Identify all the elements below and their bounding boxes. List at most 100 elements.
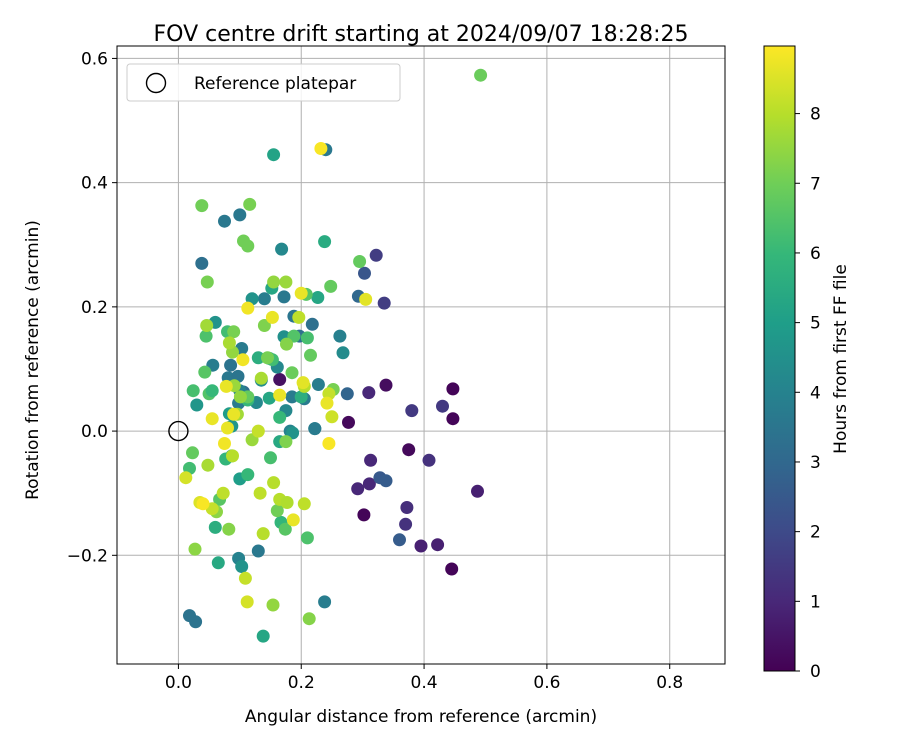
chart-title: FOV centre drift starting at 2024/09/07 … bbox=[154, 22, 689, 47]
data-point bbox=[224, 358, 238, 372]
data-point bbox=[377, 296, 391, 310]
data-point bbox=[267, 148, 281, 162]
data-point bbox=[200, 319, 214, 332]
data-point bbox=[226, 449, 239, 463]
data-point bbox=[253, 486, 267, 500]
data-point bbox=[325, 410, 339, 424]
data-point bbox=[393, 533, 406, 547]
data-point bbox=[399, 517, 413, 531]
x-tick-label: 0.2 bbox=[288, 673, 315, 693]
data-point bbox=[280, 337, 293, 351]
data-point bbox=[474, 68, 488, 82]
x-axis-ticks: 0.0 0.2 0.4 0.6 0.8 bbox=[165, 664, 683, 693]
data-point bbox=[195, 199, 209, 213]
data-point bbox=[256, 527, 270, 541]
data-point bbox=[262, 391, 276, 405]
legend: Reference platepar bbox=[126, 63, 401, 102]
data-point bbox=[278, 522, 292, 536]
data-point bbox=[264, 451, 277, 465]
colorbar-label: Hours from first FF file bbox=[831, 264, 851, 454]
data-point bbox=[308, 422, 322, 436]
y-axis-label: Rotation from reference (arcmin) bbox=[23, 220, 43, 500]
data-point bbox=[227, 407, 241, 421]
data-point bbox=[222, 336, 236, 350]
data-point bbox=[222, 522, 236, 536]
data-point bbox=[251, 351, 265, 365]
y-tick-label: 0.2 bbox=[81, 298, 108, 318]
data-point bbox=[431, 538, 445, 552]
data-point bbox=[300, 531, 314, 545]
data-point bbox=[436, 399, 449, 413]
data-point bbox=[219, 379, 233, 393]
data-point bbox=[336, 346, 350, 360]
data-point bbox=[318, 595, 332, 609]
data-point bbox=[318, 235, 332, 249]
y-tick-label: −0.2 bbox=[67, 546, 108, 566]
data-point bbox=[205, 412, 219, 426]
data-point bbox=[305, 317, 319, 331]
data-point bbox=[379, 378, 393, 392]
data-point bbox=[364, 453, 378, 467]
data-point bbox=[286, 513, 300, 527]
data-point bbox=[296, 376, 310, 390]
data-point bbox=[186, 384, 200, 398]
data-point bbox=[198, 365, 212, 379]
data-point bbox=[333, 329, 347, 343]
data-point bbox=[221, 421, 234, 435]
data-point bbox=[201, 458, 215, 472]
data-point bbox=[241, 468, 255, 482]
colorbar-tick-label: 2 bbox=[810, 523, 821, 543]
data-point bbox=[241, 239, 255, 253]
data-point bbox=[188, 542, 202, 556]
data-point bbox=[208, 520, 222, 534]
data-point bbox=[275, 242, 289, 256]
data-point bbox=[292, 310, 306, 324]
data-point bbox=[353, 255, 367, 268]
data-point bbox=[414, 539, 428, 553]
data-point bbox=[273, 373, 287, 386]
data-point bbox=[251, 544, 265, 558]
data-point bbox=[294, 390, 308, 404]
data-point bbox=[294, 286, 308, 300]
data-point bbox=[311, 378, 325, 391]
data-point bbox=[257, 292, 271, 306]
x-axis-label: Angular distance from reference (arcmin) bbox=[245, 707, 597, 727]
x-tick-label: 0.0 bbox=[165, 673, 192, 693]
data-point bbox=[216, 486, 230, 500]
data-point bbox=[471, 484, 484, 498]
data-point bbox=[340, 387, 354, 401]
data-point bbox=[446, 382, 460, 396]
data-point bbox=[285, 366, 299, 380]
data-point bbox=[357, 508, 371, 522]
data-point bbox=[342, 415, 355, 429]
data-point bbox=[277, 290, 291, 304]
data-point bbox=[402, 443, 416, 457]
data-point bbox=[261, 351, 274, 365]
data-point bbox=[304, 348, 317, 362]
reference-platepar-marker bbox=[168, 420, 189, 442]
data-point bbox=[218, 214, 231, 228]
y-tick-label: 0.6 bbox=[81, 49, 108, 69]
colorbar-tick-label: 5 bbox=[810, 314, 821, 334]
colorbar: 0 1 2 3 4 5 6 7 8 Hours from first FF file bbox=[763, 45, 851, 682]
data-point bbox=[266, 598, 280, 612]
data-point bbox=[279, 435, 293, 449]
data-point bbox=[218, 437, 231, 450]
data-point bbox=[199, 329, 213, 343]
data-point bbox=[265, 310, 279, 324]
data-point bbox=[279, 275, 293, 289]
reference-marker-layer bbox=[168, 420, 189, 442]
data-point bbox=[445, 562, 459, 576]
data-point bbox=[233, 390, 247, 404]
data-point bbox=[238, 571, 252, 585]
colorbar-tick-label: 6 bbox=[810, 244, 821, 264]
data-point bbox=[270, 504, 284, 518]
data-point bbox=[227, 325, 241, 339]
data-point bbox=[243, 197, 257, 211]
data-point bbox=[285, 390, 299, 404]
data-point bbox=[236, 353, 250, 367]
x-tick-label: 0.8 bbox=[656, 673, 683, 693]
data-point bbox=[362, 386, 376, 400]
data-point bbox=[241, 301, 255, 315]
